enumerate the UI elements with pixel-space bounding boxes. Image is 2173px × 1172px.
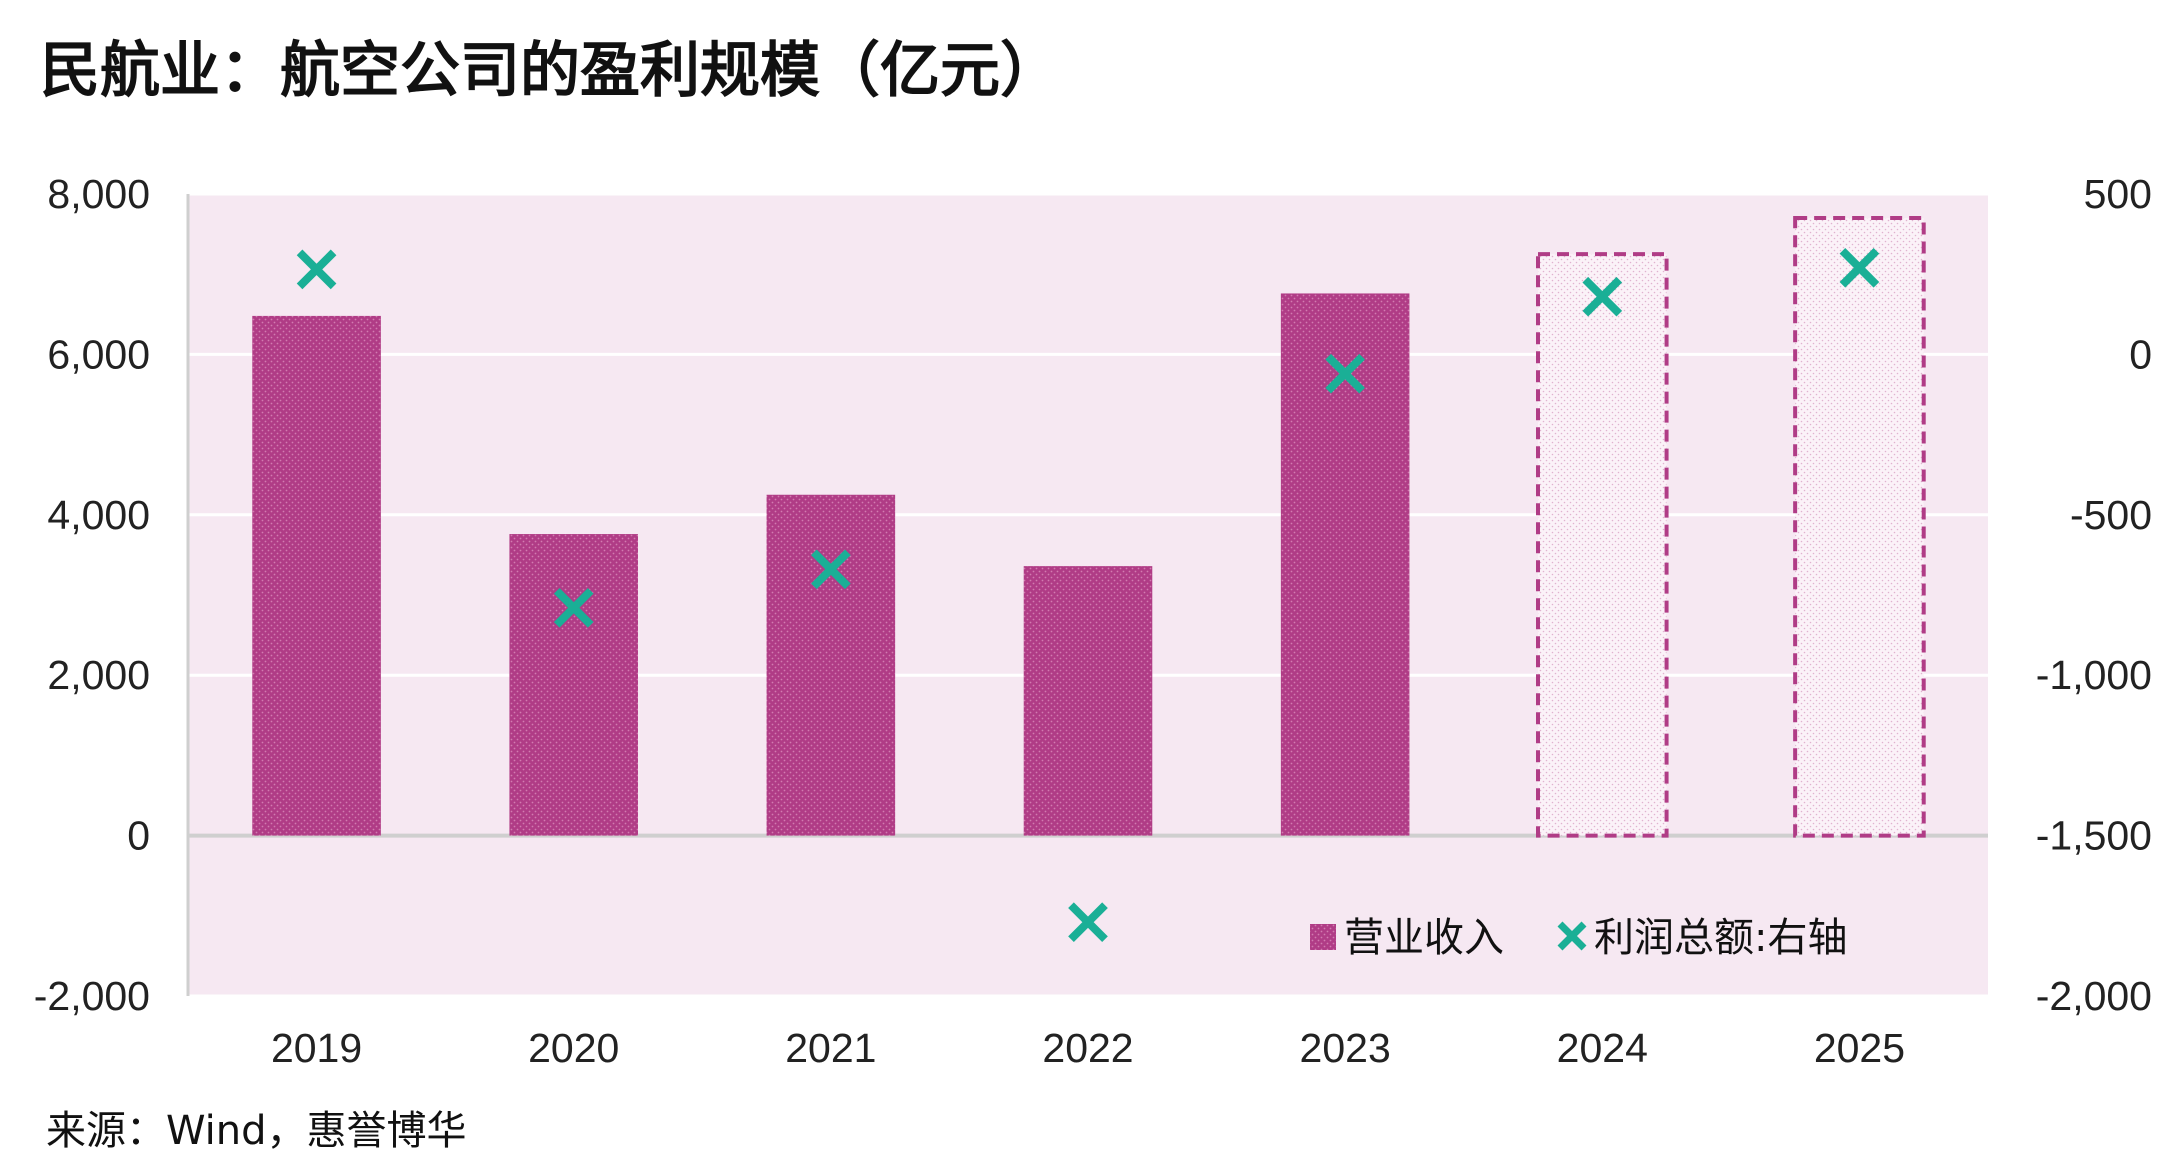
profit-marker <box>296 249 337 290</box>
legend-label-profit: 利润总额:右轴 <box>1594 915 1847 961</box>
revenue-bar-forecast <box>1536 252 1669 838</box>
legend-swatch-revenue <box>1310 924 1336 950</box>
revenue-bar <box>252 315 381 836</box>
revenue-bars <box>252 216 1926 838</box>
profit-marker <box>811 549 851 590</box>
revenue-bar-forecast <box>1793 216 1926 838</box>
left-tick-label: 2,000 <box>47 652 150 698</box>
left-tick-label: -2,000 <box>34 973 150 1019</box>
revenue-bar <box>766 494 896 836</box>
source-note: 来源：Wind，惠誉博华 <box>46 1108 467 1154</box>
x-tick-label: 2023 <box>1300 1025 1391 1071</box>
profit-marker <box>1325 353 1365 394</box>
gridlines <box>186 192 1988 998</box>
x-axis-ticks: 2019 2020 2021 2022 2023 2024 2025 <box>271 1025 1905 1071</box>
x-tick-label: 2021 <box>785 1025 876 1071</box>
left-tick-label: 8,000 <box>47 171 150 217</box>
legend-label-revenue: 营业收入 <box>1344 915 1504 961</box>
revenue-bar <box>1280 293 1410 836</box>
revenue-bar <box>509 534 638 836</box>
profit-marker <box>1839 247 1880 288</box>
x-tick-label: 2019 <box>271 1025 362 1071</box>
legend: 营业收入 利润总额:右轴 <box>1310 915 1847 961</box>
right-tick-label: -1,500 <box>2036 813 2152 859</box>
x-tick-label: 2020 <box>528 1025 619 1071</box>
left-axis-ticks: 8,000 6,000 4,000 2,000 0 -2,000 <box>34 171 150 1019</box>
profit-markers <box>296 247 1880 943</box>
profit-marker <box>553 588 594 628</box>
chart-title: 民航业：航空公司的盈利规模（亿元） <box>40 36 1060 106</box>
right-tick-label: 500 <box>2084 171 2152 217</box>
left-tick-label: 6,000 <box>47 331 150 377</box>
right-axis-ticks: 500 0 -500 -1,000 -1,500 -2,000 <box>2036 171 2152 1019</box>
x-tick-label: 2025 <box>1814 1025 1905 1071</box>
revenue-bar <box>1023 566 1153 836</box>
right-tick-label: 0 <box>2129 331 2152 377</box>
x-tick-label: 2022 <box>1042 1025 1133 1071</box>
left-tick-label: 4,000 <box>47 492 150 538</box>
right-tick-label: -500 <box>2070 492 2152 538</box>
right-tick-label: -1,000 <box>2036 652 2152 698</box>
x-tick-label: 2024 <box>1557 1025 1648 1071</box>
profit-marker <box>1582 276 1623 317</box>
right-tick-label: -2,000 <box>2036 973 2152 1019</box>
left-tick-label: 0 <box>127 813 150 859</box>
legend-marker-profit <box>1557 921 1587 951</box>
profit-marker <box>1068 902 1108 943</box>
